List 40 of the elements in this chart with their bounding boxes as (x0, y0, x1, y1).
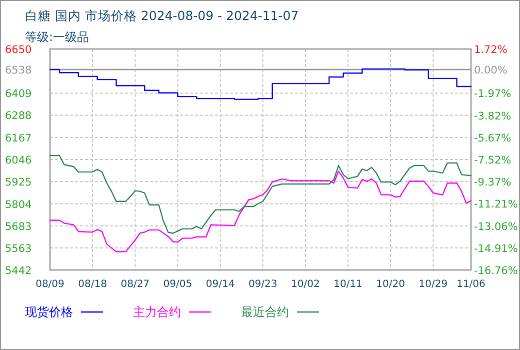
x-tick-label: 10/29 (418, 279, 448, 290)
chart-subtitle: 等级:一级品 (25, 30, 90, 44)
y2-tick-label: -13.06% (474, 220, 518, 233)
y2-tick-label: -3.82% (474, 110, 512, 122)
y2-tick-label: -16.76% (474, 265, 518, 277)
y2-tick-label: -14.91% (474, 242, 518, 255)
y2-tick-label: -5.67% (474, 132, 512, 144)
y-tick-label: 5683 (5, 220, 32, 233)
x-tick-label: 10/20 (376, 279, 405, 290)
legend-label: 主力合约 (133, 305, 181, 319)
y-tick-label: 6288 (5, 110, 32, 122)
y2-tick-label: -9.37% (474, 176, 512, 189)
y-tick-label: 5563 (5, 242, 32, 255)
x-tick-label: 08/09 (36, 279, 64, 290)
chart-title: 白糖 国内 市场价格 2024-08-09 - 2024-11-07 (25, 8, 299, 23)
y-tick-label: 6409 (5, 88, 32, 100)
y-tick-label: 6046 (5, 154, 32, 166)
x-tick-label: 11/06 (456, 279, 486, 290)
x-tick-label: 09/23 (248, 279, 278, 290)
x-tick-label: 09/05 (163, 279, 192, 290)
y2-tick-label: 1.72% (474, 44, 508, 56)
y2-tick-label: 0.00% (474, 64, 508, 77)
legend-label: 最近合约 (241, 305, 289, 319)
y-tick-label: 6650 (5, 44, 32, 56)
x-tick-label: 10/02 (291, 279, 320, 290)
y-tick-label: 5804 (5, 198, 32, 211)
y-tick-label: 6538 (5, 64, 32, 76)
y-tick-label: 5925 (5, 176, 32, 189)
x-tick-label: 08/27 (120, 279, 150, 290)
y2-tick-label: -7.52% (474, 154, 512, 166)
line-series (49, 154, 472, 234)
line-series (49, 170, 472, 252)
x-tick-label: 10/11 (334, 279, 362, 290)
y2-tick-label: -1.97% (474, 88, 512, 100)
y-tick-label: 5442 (5, 265, 32, 277)
x-tick-label: 08/18 (78, 279, 107, 290)
x-tick-label: 09/14 (206, 279, 235, 290)
legend-label: 现货价格 (25, 305, 73, 319)
y2-tick-label: -11.21% (474, 198, 518, 211)
y-tick-label: 6167 (5, 132, 32, 144)
